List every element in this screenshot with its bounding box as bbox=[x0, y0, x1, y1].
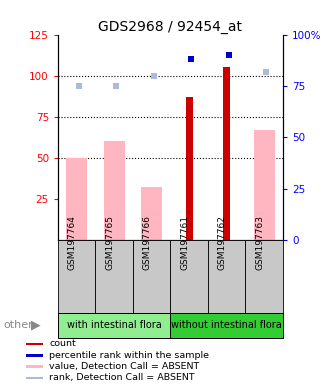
Bar bbox=[208, 240, 246, 313]
Bar bbox=[26, 366, 43, 368]
Bar bbox=[26, 354, 43, 356]
Text: GSM197766: GSM197766 bbox=[143, 215, 152, 270]
Bar bbox=[104, 141, 124, 240]
Text: GSM197762: GSM197762 bbox=[218, 215, 227, 270]
Bar bbox=[95, 240, 133, 313]
Text: with intestinal flora: with intestinal flora bbox=[67, 320, 162, 331]
Title: GDS2968 / 92454_at: GDS2968 / 92454_at bbox=[98, 20, 243, 33]
Text: GSM197761: GSM197761 bbox=[180, 215, 189, 270]
Text: ▶: ▶ bbox=[31, 319, 41, 332]
Text: GSM197764: GSM197764 bbox=[68, 215, 77, 270]
Bar bbox=[26, 343, 43, 345]
Bar bbox=[133, 240, 170, 313]
Bar bbox=[58, 240, 95, 313]
Bar bbox=[170, 240, 208, 313]
Text: GSM197765: GSM197765 bbox=[105, 215, 114, 270]
Text: percentile rank within the sample: percentile rank within the sample bbox=[49, 351, 209, 360]
Bar bbox=[141, 187, 162, 240]
Text: rank, Detection Call = ABSENT: rank, Detection Call = ABSENT bbox=[49, 374, 195, 382]
Bar bbox=[26, 377, 43, 379]
Text: GSM197763: GSM197763 bbox=[255, 215, 264, 270]
Bar bbox=[170, 313, 283, 338]
Bar bbox=[66, 158, 87, 240]
Bar bbox=[246, 240, 283, 313]
Text: other: other bbox=[3, 320, 33, 330]
Text: without intestinal flora: without intestinal flora bbox=[171, 320, 282, 331]
Bar bbox=[223, 68, 230, 240]
Bar bbox=[58, 313, 170, 338]
Bar bbox=[186, 97, 193, 240]
Bar bbox=[254, 130, 274, 240]
Text: value, Detection Call = ABSENT: value, Detection Call = ABSENT bbox=[49, 362, 199, 371]
Text: count: count bbox=[49, 339, 76, 349]
